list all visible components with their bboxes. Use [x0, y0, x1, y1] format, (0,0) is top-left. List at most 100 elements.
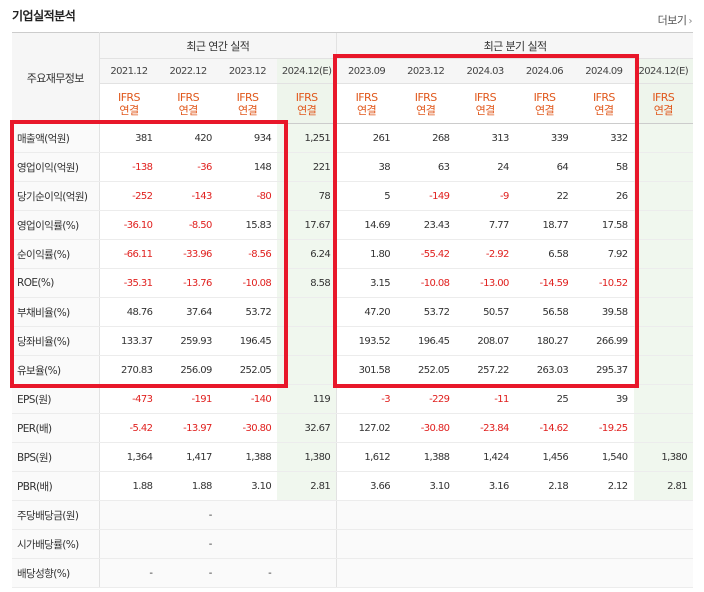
table-cell: -138	[98, 152, 159, 182]
table-cell: -13.97	[158, 413, 218, 443]
ifrs-label: IFRS	[355, 90, 378, 104]
table-cell	[98, 500, 159, 530]
table-row: 배당성향(%) - - -	[12, 558, 693, 588]
table-cell: 25	[514, 384, 575, 414]
table-cell: 8.58	[277, 268, 337, 298]
table-cell	[633, 529, 693, 559]
table-cell	[217, 500, 278, 530]
period-header: 2024.06	[514, 58, 575, 84]
row-label: 주당배당금(원)	[12, 500, 100, 530]
table-cell	[633, 239, 693, 269]
ifrs-label: IFRS	[592, 90, 615, 104]
table-cell: 2.81	[633, 471, 693, 501]
chevron-right-icon: ›	[688, 16, 693, 27]
ifrs-consolidated-label: IFRS 연결	[98, 83, 159, 124]
table-cell: -33.96	[158, 239, 218, 269]
financial-summary-table: 주요재무정보 최근 연간 실적 최근 분기 실적 2021.12 2022.12 2…	[12, 32, 693, 588]
table-cell: 259.93	[158, 326, 218, 356]
table-row: 유보율(%) 270.83 256.09 252.05 301.58 252.05 257.…	[12, 355, 693, 385]
period-header: 2024.12(E)	[633, 58, 693, 84]
table-cell: -19.25	[574, 413, 634, 443]
table-cell	[633, 268, 693, 298]
consolidated-label: 연결	[237, 103, 258, 117]
table-row: 시가배당률(%) -	[12, 529, 693, 559]
table-cell: -8.56	[217, 239, 278, 269]
table-cell	[455, 558, 515, 588]
table-cell: 3.10	[217, 471, 278, 501]
table-cell: -36.10	[98, 210, 159, 240]
table-cell: 1,424	[455, 442, 515, 472]
table-cell: 1,364	[98, 442, 159, 472]
ifrs-consolidated-label: IFRS 연결	[277, 83, 337, 124]
ifrs-consolidated-label: IFRS 연결	[396, 83, 456, 124]
table-cell: 221	[277, 152, 337, 182]
financial-table-wrap: 주요재무정보 최근 연간 실적 최근 분기 실적 2021.12 2022.12 2…	[12, 32, 693, 588]
table-cell	[277, 558, 337, 588]
table-cell: 268	[396, 123, 456, 153]
table-cell: -149	[396, 181, 456, 211]
table-cell	[633, 123, 693, 153]
table-cell	[455, 529, 515, 559]
table-row: 당기순이익(억원) -252 -143 -80 78 5 -149 -9 22 26	[12, 181, 693, 211]
more-link[interactable]: 더보기 ›	[658, 12, 693, 28]
table-cell	[396, 529, 456, 559]
table-cell	[633, 152, 693, 182]
ifrs-label: IFRS	[118, 90, 140, 104]
table-cell: 1,251	[277, 123, 337, 153]
table-cell: 1.80	[336, 239, 396, 269]
table-cell: 295.37	[574, 355, 634, 385]
table-cell: 1,417	[158, 442, 218, 472]
ifrs-label: IFRS	[414, 90, 437, 104]
table-cell: 50.57	[455, 297, 515, 327]
table-cell	[574, 529, 634, 559]
table-cell: -13.76	[158, 268, 218, 298]
table-row: 영업이익률(%) -36.10 -8.50 15.83 17.67 14.69 23.43 7…	[12, 210, 693, 240]
table-cell	[98, 529, 159, 559]
table-cell: 32.67	[277, 413, 337, 443]
consolidated-label: 연결	[357, 103, 377, 117]
table-cell: 263.03	[514, 355, 575, 385]
ifrs-consolidated-label: IFRS 연결	[633, 83, 693, 124]
table-cell: -3	[336, 384, 396, 414]
table-cell	[633, 384, 693, 414]
table-cell: -	[217, 558, 278, 588]
row-label: 순이익률(%)	[12, 239, 100, 269]
table-cell: 252.05	[217, 355, 278, 385]
table-cell	[633, 181, 693, 211]
table-cell: 26	[574, 181, 634, 211]
table-cell	[633, 297, 693, 327]
period-header: 2024.03	[455, 58, 515, 84]
ifrs-label: IFRS	[474, 90, 496, 104]
table-cell: 7.92	[574, 239, 634, 269]
table-cell: 1,388	[217, 442, 278, 472]
table-row: 매출액(억원) 381 420 934 1,251 261 268 313 339 332	[12, 123, 693, 153]
table-cell	[633, 413, 693, 443]
table-cell: 2.18	[514, 471, 575, 501]
quarter-group-header: 최근 분기 실적	[336, 32, 693, 59]
row-label: 배당성향(%)	[12, 558, 100, 588]
ifrs-consolidated-label: IFRS 연결	[217, 83, 278, 124]
ifrs-consolidated-label: IFRS 연결	[455, 83, 515, 124]
table-row: PER(배) -5.42 -13.97 -30.80 32.67 127.02 -30.80…	[12, 413, 693, 443]
table-cell: 56.58	[514, 297, 575, 327]
table-cell: 313	[455, 123, 515, 153]
table-cell: 257.22	[455, 355, 515, 385]
period-header: 2022.12	[158, 58, 218, 84]
consolidated-label: 연결	[119, 103, 139, 117]
ifrs-consolidated-label: IFRS 연결	[336, 83, 396, 124]
table-cell: -10.08	[396, 268, 456, 298]
row-label: BPS(원)	[12, 442, 100, 472]
table-cell: 7.77	[455, 210, 515, 240]
table-cell: -30.80	[396, 413, 456, 443]
table-cell	[633, 210, 693, 240]
table-cell: 196.45	[217, 326, 278, 356]
table-cell: -143	[158, 181, 218, 211]
table-cell: 420	[158, 123, 218, 153]
table-cell: -5.42	[98, 413, 159, 443]
table-cell: -	[158, 529, 218, 559]
table-row: EPS(원) -473 -191 -140 119 -3 -229 -11 25 39	[12, 384, 693, 414]
row-label: 영업이익률(%)	[12, 210, 100, 240]
table-cell: 3.16	[455, 471, 515, 501]
table-cell: 3.10	[396, 471, 456, 501]
table-cell: 180.27	[514, 326, 575, 356]
